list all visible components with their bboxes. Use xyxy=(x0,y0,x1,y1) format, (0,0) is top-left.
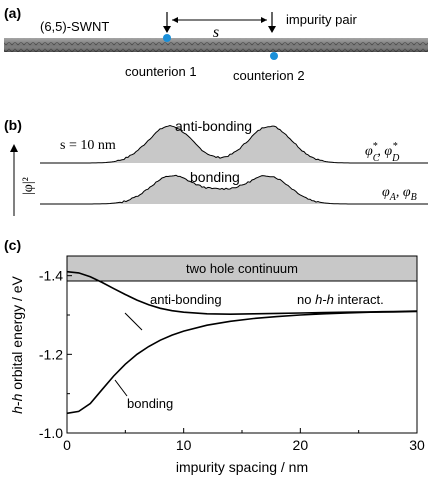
y-tick-label: -1.0 xyxy=(39,425,63,441)
counterion-1-dot xyxy=(163,34,171,42)
panel-b-label: (b) xyxy=(4,117,22,133)
panel-b: (b) |φ|² s = 10 nm anti-bonding bonding … xyxy=(4,117,428,216)
nanotube-label: (6,5)-SWNT xyxy=(40,19,109,34)
antibonding-states-label: φC*, φD* xyxy=(365,141,400,164)
y-tick-label: -1.4 xyxy=(39,268,63,284)
y-axis-label: |φ|² xyxy=(21,177,36,195)
y-tick-labels: -1.4 -1.2 -1.0 xyxy=(39,268,63,441)
axis-ticks xyxy=(66,275,418,434)
panel-a-label: (a) xyxy=(4,5,21,21)
bonding-states-label: φA, φB xyxy=(382,185,417,203)
antibonding-wf-label: anti-bonding xyxy=(175,118,252,134)
bonding-curve-label: bonding xyxy=(127,396,173,411)
bonding-leader-line xyxy=(114,379,128,397)
antibonding-energy-curve xyxy=(66,270,418,316)
continuum-label: two hole continuum xyxy=(186,261,298,276)
x-tick-labels: 0 10 20 30 xyxy=(63,437,425,453)
impurity-2-arrowhead xyxy=(268,26,276,33)
x-tick-label: 0 xyxy=(63,437,71,453)
nanotube-shading xyxy=(4,38,428,52)
counterion-1-label: counterion 1 xyxy=(125,64,197,79)
antibonding-baseline xyxy=(40,124,428,164)
spacing-symbol: s xyxy=(213,24,219,41)
spacing-text: s = 10 nm xyxy=(60,138,116,153)
x-axis-title: impurity spacing / nm xyxy=(176,459,308,475)
antibonding-curve-label: anti-bonding xyxy=(150,292,222,307)
x-tick-label: 20 xyxy=(293,437,309,453)
antibonding-leader-line xyxy=(124,312,143,331)
plot-frame xyxy=(66,255,418,434)
counterion-2-dot xyxy=(270,52,278,60)
spacing-arrow-right-head xyxy=(261,17,267,23)
panel-c-label: (c) xyxy=(4,237,21,253)
bonding-wf-label: bonding xyxy=(190,169,240,185)
antibonding-wavefunction xyxy=(40,125,428,163)
spacing-arrow-left-head xyxy=(172,17,178,23)
impurity-pair-label: impurity pair xyxy=(286,12,357,27)
bonding-energy-curve xyxy=(66,310,418,415)
impurity-1-arrowhead xyxy=(163,26,171,33)
y-axis-arrowhead xyxy=(10,144,18,152)
panel-a: (a) (6,5)-SWNT s impurity pair counterio… xyxy=(4,5,428,83)
panel-c: (c) two hole continuum 0 10 20 30 -1.4-1.2-… xyxy=(4,237,425,475)
counterion-2-label: counterion 2 xyxy=(233,68,305,83)
bonding-baseline xyxy=(40,174,428,205)
y-tick-label: -1.2 xyxy=(39,346,63,362)
y-axis-title: h-h orbital energy / eV xyxy=(9,275,25,413)
x-tick-label: 30 xyxy=(409,437,425,453)
no-interaction-label: no h-h interact. xyxy=(297,292,384,307)
x-tick-label: 10 xyxy=(176,437,192,453)
